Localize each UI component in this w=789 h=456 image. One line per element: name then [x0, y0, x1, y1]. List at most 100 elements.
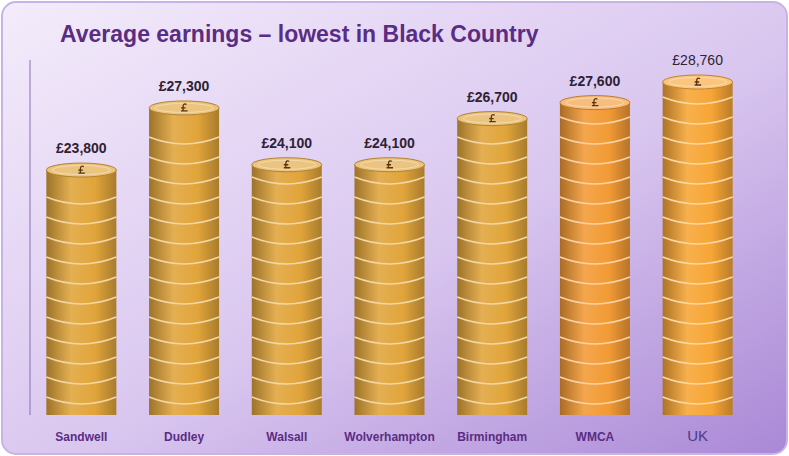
- coin-edge: [560, 157, 630, 164]
- coin-edge: [252, 197, 322, 204]
- coin-edge: [560, 357, 630, 364]
- y-axis-line: [30, 60, 31, 415]
- coin-top: [560, 96, 630, 110]
- coin-symbol: [592, 99, 599, 106]
- coin-edge: [663, 297, 733, 304]
- coin-edge: [663, 357, 733, 364]
- coin-edge: [663, 337, 733, 344]
- coin-edge: [149, 297, 219, 304]
- coin-edge: [457, 377, 527, 384]
- coin-top: [252, 158, 322, 172]
- coin-edge: [252, 257, 322, 264]
- coin-edge: [457, 217, 527, 224]
- coin-edge: [663, 237, 733, 244]
- coin-edge: [46, 237, 116, 244]
- bar: [457, 119, 527, 415]
- coin-edge: [355, 357, 425, 364]
- coin-edge: [46, 397, 116, 404]
- coin-rim: [52, 166, 110, 175]
- bars: [46, 75, 732, 415]
- coin-edge: [149, 237, 219, 244]
- coin-edge: [252, 377, 322, 384]
- coin-edge: [663, 217, 733, 224]
- coin-edge: [560, 257, 630, 264]
- coin-top: [663, 75, 733, 89]
- coin-edge: [149, 137, 219, 144]
- category-label: Walsall: [266, 430, 307, 444]
- labels: £23,800Sandwell£27,300Dudley£24,100Walsa…: [55, 52, 723, 444]
- bar: [46, 170, 116, 415]
- coin-edge: [355, 217, 425, 224]
- coin-edge: [46, 357, 116, 364]
- coin-edge: [663, 317, 733, 324]
- coin-edge: [560, 337, 630, 344]
- coin-edge: [252, 357, 322, 364]
- coin-edge: [149, 197, 219, 204]
- coin-edge: [355, 277, 425, 284]
- coin-edge: [457, 337, 527, 344]
- coin-edge: [457, 297, 527, 304]
- coin-edge: [457, 317, 527, 324]
- coin-symbol: [78, 166, 85, 173]
- coin-edge: [457, 177, 527, 184]
- category-label: Birmingham: [457, 430, 527, 444]
- data-label: £27,300: [159, 78, 210, 94]
- coin-edge: [355, 317, 425, 324]
- coin-edge: [457, 197, 527, 204]
- coin-rim: [566, 98, 624, 107]
- coin-edge: [560, 117, 630, 124]
- coin-rim: [463, 114, 521, 123]
- coin-edge: [252, 237, 322, 244]
- coin-edge: [560, 317, 630, 324]
- coin-edge: [355, 177, 425, 184]
- chart-svg: Average earnings – lowest in Black Count…: [0, 0, 789, 456]
- coin-edge: [560, 277, 630, 284]
- coin-edge: [149, 257, 219, 264]
- coin-edge: [149, 317, 219, 324]
- coin-edge: [457, 157, 527, 164]
- category-label: UK: [687, 427, 708, 444]
- coin-edge: [663, 157, 733, 164]
- coin-rim: [361, 160, 419, 169]
- coin-edge: [355, 237, 425, 244]
- coin-edge: [663, 397, 733, 404]
- coin-edge: [149, 377, 219, 384]
- coin-edge: [560, 397, 630, 404]
- coin-edge: [457, 237, 527, 244]
- coin-edge: [560, 377, 630, 384]
- coin-edge: [149, 157, 219, 164]
- coin-edge: [355, 257, 425, 264]
- coin-edge: [252, 177, 322, 184]
- category-label: Wolverhampton: [344, 430, 434, 444]
- coin-symbol: [387, 161, 394, 168]
- coin-edge: [560, 137, 630, 144]
- coin-edge: [149, 277, 219, 284]
- coin-edge: [457, 397, 527, 404]
- coin-edge: [663, 97, 733, 104]
- coin-edge: [252, 397, 322, 404]
- coin-edge: [252, 337, 322, 344]
- coin-edge: [252, 297, 322, 304]
- coin-edge: [457, 257, 527, 264]
- coin-rim: [258, 160, 316, 169]
- coin-edge: [560, 177, 630, 184]
- data-label: £27,600: [570, 73, 621, 89]
- coin-edge: [46, 277, 116, 284]
- coin-symbol: [284, 161, 291, 168]
- coin-symbol: [181, 104, 188, 111]
- coin-edge: [663, 117, 733, 124]
- bar: [355, 165, 425, 415]
- coin-edge: [149, 177, 219, 184]
- data-label: £24,100: [261, 135, 312, 151]
- coin-top: [457, 112, 527, 126]
- coin-edge: [252, 217, 322, 224]
- coin-edge: [457, 357, 527, 364]
- coin-edge: [663, 257, 733, 264]
- category-label: Sandwell: [55, 430, 107, 444]
- coin-edge: [663, 137, 733, 144]
- coin-edge: [252, 317, 322, 324]
- coin-top: [355, 158, 425, 172]
- coin-edge: [663, 177, 733, 184]
- coin-edge: [560, 217, 630, 224]
- coin-edge: [457, 137, 527, 144]
